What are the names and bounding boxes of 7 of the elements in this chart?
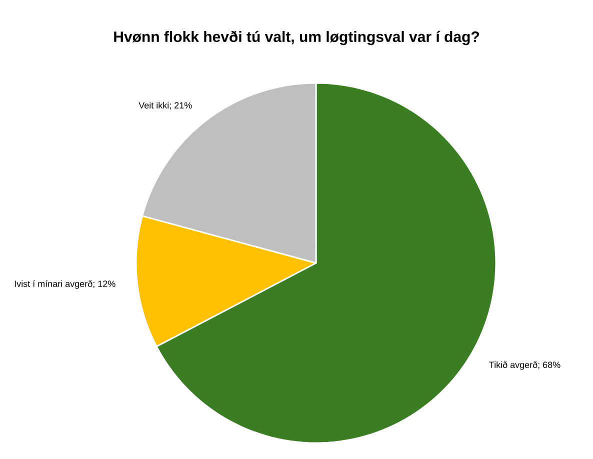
data-label: ; 21% — [170, 102, 192, 110]
data-label: ; 12% — [93, 280, 116, 288]
chart-title: Hvønn flokk hevði tú valt, um løgtingsval var í dag? — [114, 30, 480, 46]
slice-label: Ivist í mínari avgerð — [14, 280, 92, 289]
slice-label: Veit ikki — [138, 102, 169, 109]
data-label: ; 68% — [538, 362, 560, 370]
slice-label: Tikið avgerð — [489, 361, 538, 370]
